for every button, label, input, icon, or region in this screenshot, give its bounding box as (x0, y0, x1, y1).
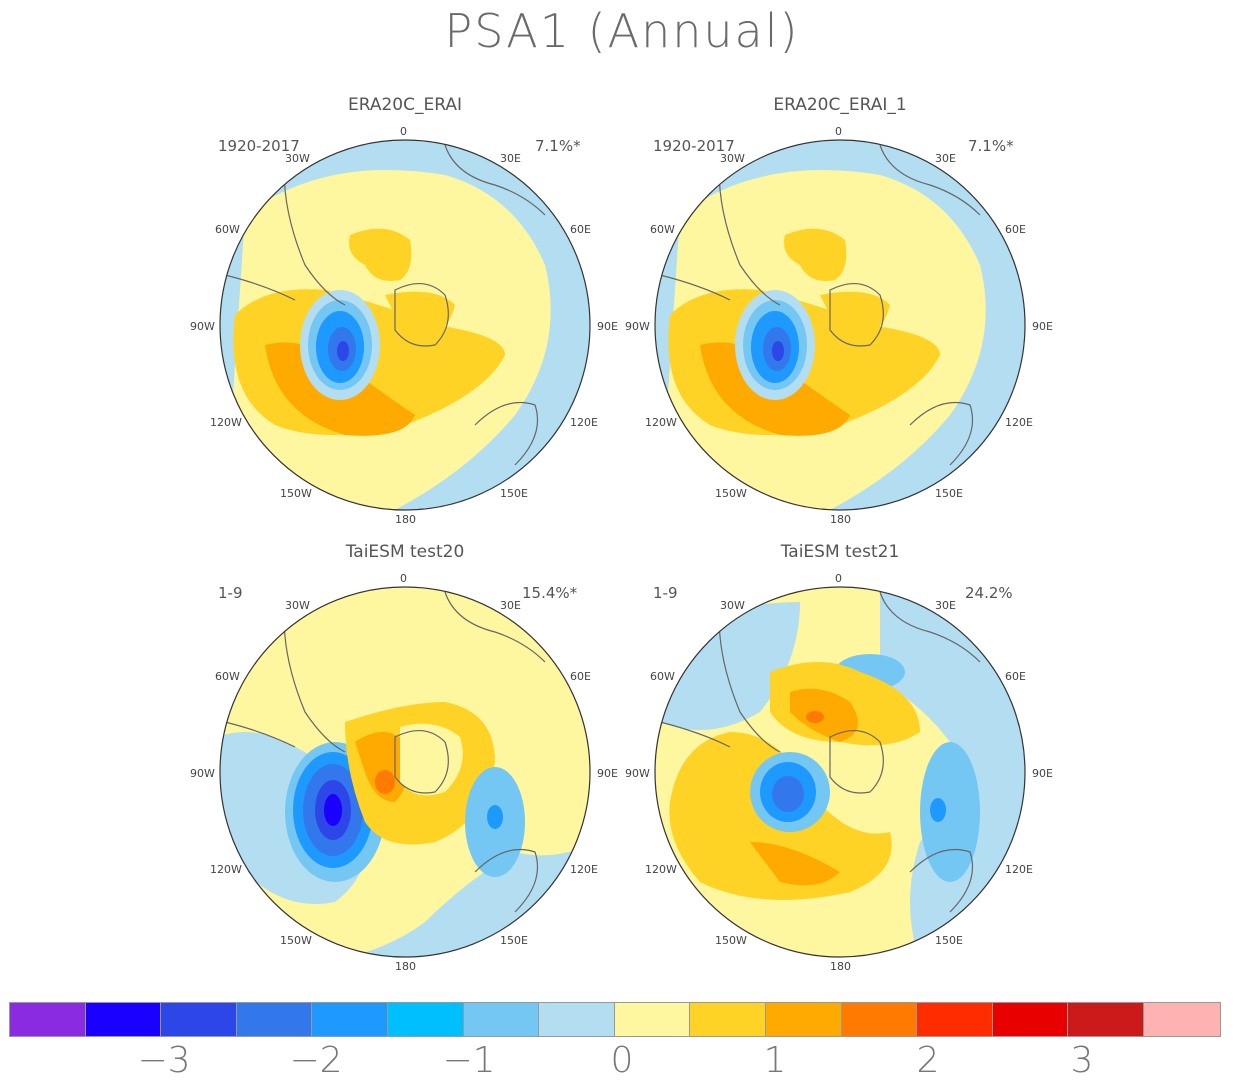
lon-label-150E: 150E (500, 934, 528, 947)
map-panel-1: ERA20C_ERAI 1920-2017 7.1%* 0 30E 60E 90… (185, 95, 625, 535)
lon-label-120W: 120W (645, 863, 677, 876)
lon-label-120W: 120W (210, 416, 242, 429)
colorbar-tick-label: 3 (1070, 1040, 1094, 1081)
lon-label-120E: 120E (1005, 416, 1033, 429)
lon-label-150W: 150W (715, 487, 747, 500)
lon-label-120W: 120W (210, 863, 242, 876)
lon-label-60W: 60W (650, 223, 675, 236)
map-panel-3: TaiESM test20 1-9 15.4%* 0 30E 60E 90E 1… (185, 542, 625, 982)
lon-label-180: 180 (830, 960, 851, 973)
lon-label-150W: 150W (280, 487, 312, 500)
lon-label-90W: 90W (625, 767, 650, 780)
panel-title: TaiESM test20 (345, 542, 465, 562)
lon-label-90W: 90W (190, 767, 215, 780)
lon-label-120E: 120E (570, 863, 598, 876)
panel-period: 1920-2017 (653, 137, 735, 155)
map-panel-2: ERA20C_ERAI_1 1920-2017 7.1%* 0 30E 60E … (620, 95, 1060, 535)
colorbar-swatch (161, 1003, 237, 1036)
colorbar-swatch (236, 1003, 313, 1036)
lon-label-150W: 150W (715, 934, 747, 947)
colorbar-swatch (690, 1003, 766, 1036)
colorbar-swatch (463, 1003, 540, 1036)
lon-label-90W: 90W (190, 320, 215, 333)
lon-label-90E: 90E (597, 320, 618, 333)
panel-variance: 15.4%* (522, 584, 578, 602)
lon-label-0: 0 (835, 572, 842, 585)
figure-title: PSA1 (Annual) (444, 4, 800, 58)
map-panel-4: TaiESM test21 1-9 24.2% 0 30E 60E 90E 12… (620, 542, 1060, 982)
lon-label-30W: 30W (720, 599, 745, 612)
lon-label-180: 180 (830, 513, 851, 526)
lon-label-120E: 120E (1005, 863, 1033, 876)
colorbar-tick-label: −2 (289, 1040, 343, 1081)
lon-label-60W: 60W (650, 670, 675, 683)
panel-period: 1-9 (218, 584, 243, 602)
lon-label-60W: 60W (215, 223, 240, 236)
colorbar-swatch (312, 1003, 388, 1036)
lon-label-30E: 30E (935, 152, 956, 165)
lon-label-30W: 30W (285, 599, 310, 612)
lon-label-90E: 90E (1032, 320, 1053, 333)
panel-title: TaiESM test21 (780, 542, 900, 562)
lon-label-30E: 30E (500, 152, 521, 165)
lon-label-30W: 30W (285, 152, 310, 165)
colorbar-swatch (1068, 1003, 1144, 1036)
colorbar-swatch (85, 1003, 162, 1036)
lon-label-60E: 60E (570, 670, 591, 683)
lon-label-150E: 150E (935, 934, 963, 947)
lon-label-30W: 30W (720, 152, 745, 165)
colorbar-tick-label: 1 (763, 1040, 787, 1081)
polar-map (219, 139, 591, 511)
lon-label-30E: 30E (500, 599, 521, 612)
panel-variance: 24.2% (965, 584, 1013, 602)
panel-period: 1920-2017 (218, 137, 300, 155)
lon-label-60E: 60E (570, 223, 591, 236)
colorbar-swatch (992, 1003, 1069, 1036)
polar-map (219, 586, 591, 958)
panel-variance: 7.1%* (535, 137, 581, 155)
colorbar-swatch (1143, 1003, 1220, 1036)
colorbar-swatch (765, 1003, 842, 1036)
colorbar-swatch (841, 1003, 918, 1036)
colorbar-tick-label: −3 (137, 1040, 191, 1081)
lon-label-150W: 150W (280, 934, 312, 947)
colorbar-swatch (917, 1003, 993, 1036)
panel-variance: 7.1%* (968, 137, 1014, 155)
lon-label-60E: 60E (1005, 223, 1026, 236)
lon-label-180: 180 (395, 960, 416, 973)
lon-label-0: 0 (835, 125, 842, 138)
lon-label-90W: 90W (625, 320, 650, 333)
colorbar-swatch (614, 1003, 691, 1036)
lon-label-120W: 120W (645, 416, 677, 429)
lon-label-30E: 30E (935, 599, 956, 612)
panel-title: ERA20C_ERAI_1 (773, 95, 907, 115)
colorbar-tick-label: −1 (442, 1040, 496, 1081)
colorbar-swatch (10, 1003, 86, 1036)
lon-label-180: 180 (395, 513, 416, 526)
lon-label-90E: 90E (597, 767, 618, 780)
panel-title: ERA20C_ERAI (347, 95, 462, 115)
polar-map (654, 139, 1026, 511)
lon-label-90E: 90E (1032, 767, 1053, 780)
colorbar-swatch (539, 1003, 615, 1036)
lon-label-150E: 150E (500, 487, 528, 500)
polar-map (654, 586, 1026, 958)
colorbar-swatch (387, 1003, 464, 1036)
colorbar-tick-label: 0 (610, 1040, 634, 1081)
lon-label-60E: 60E (1005, 670, 1026, 683)
lon-label-150E: 150E (935, 487, 963, 500)
lon-label-60W: 60W (215, 670, 240, 683)
panel-period: 1-9 (653, 584, 678, 602)
lon-label-120E: 120E (570, 416, 598, 429)
lon-label-0: 0 (400, 572, 407, 585)
colorbar-tick-label: 2 (916, 1040, 940, 1081)
colorbar (9, 1002, 1221, 1037)
lon-label-0: 0 (400, 125, 407, 138)
